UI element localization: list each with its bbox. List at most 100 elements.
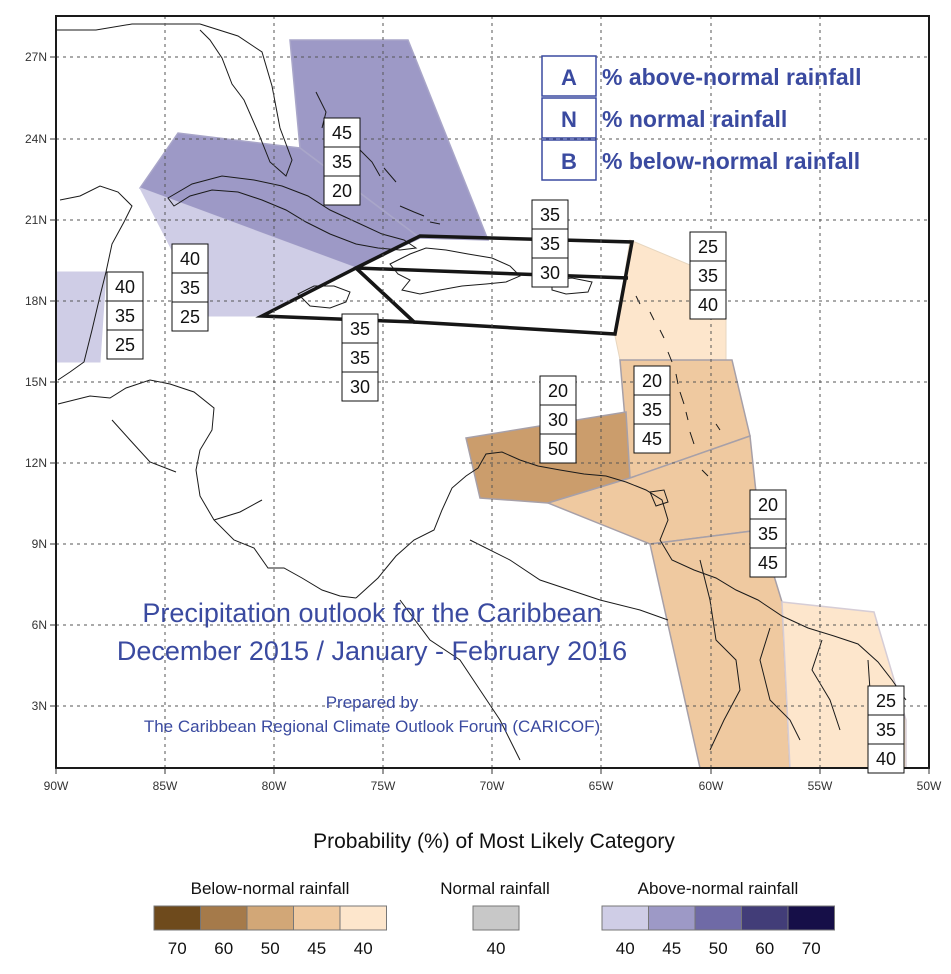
legend-key-item: A % above-normal rainfall (541, 55, 861, 97)
colorbar-swatch (293, 905, 341, 931)
probability-value: 25 (876, 691, 896, 711)
region-label-hispaniola-pr: 35 35 30 (531, 199, 569, 288)
lat-tick-label: 12N (25, 456, 47, 470)
puerto-rico-coast (551, 277, 593, 295)
legend-key-box (541, 97, 597, 139)
colorbar-title: Probability (%) of Most Likely Category (313, 830, 675, 853)
colorbar-swatch (472, 905, 520, 931)
central-america-coast (57, 379, 357, 599)
probability-box (539, 433, 577, 464)
probability-value: 25 (115, 335, 135, 355)
probability-value: 35 (350, 348, 370, 368)
hispaniola-coast (389, 247, 521, 295)
grid: 27N 24N 21N 18N 15N 12N 9N 6N 3N 90W 85W 80W 75W 70W… (25, 15, 942, 793)
probability-box (323, 146, 361, 177)
probability-value: 20 (758, 495, 778, 515)
probability-value: 35 (115, 306, 135, 326)
category-legend-key: A % above-normal rainfall N % normal rainfa… (541, 55, 861, 181)
colorbar: 70 60 50 45 40 40 40 45 50 60 70 (153, 905, 835, 958)
probability-value: 45 (332, 123, 352, 143)
colorbar-tick-label: 40 (354, 939, 373, 958)
legend-key-item: N % normal rainfall (541, 97, 787, 139)
probability-box (323, 175, 361, 206)
colorbar-tick-label: 70 (802, 939, 821, 958)
probability-value: 45 (758, 553, 778, 573)
region-label-belize: 40 35 25 (106, 271, 144, 360)
probability-value: 35 (758, 524, 778, 544)
region-label-windward-islands: 20 35 45 (633, 365, 671, 454)
lat-tick-label: 9N (32, 537, 47, 551)
hispaniola-pr-divider (355, 266, 629, 280)
colorbar-normal-label: Normal rainfall (440, 879, 550, 898)
legend-key-text: % normal rainfall (602, 106, 787, 132)
lat-tick-label: 27N (25, 50, 47, 64)
probability-box (539, 375, 577, 406)
colorbar-tick-label: 45 (662, 939, 681, 958)
colorbar-tick-label: 45 (307, 939, 326, 958)
legend-key-letter: N (561, 107, 577, 132)
probability-value: 40 (115, 277, 135, 297)
title-line2: December 2015 / January - February 2016 (117, 636, 627, 666)
probability-box (106, 329, 144, 360)
colorbar-swatch (694, 905, 742, 931)
lon-tick-label: 70W (480, 779, 505, 793)
probability-value: 35 (876, 720, 896, 740)
probability-box (689, 231, 727, 262)
probability-box (749, 489, 787, 520)
probability-box (171, 272, 209, 303)
probability-box (689, 289, 727, 320)
region-label-cuba-west: 40 35 25 (171, 243, 209, 332)
colorbar-swatch (246, 905, 294, 931)
legend-key-text: % below-normal rainfall (602, 148, 860, 174)
lat-tick-label: 3N (32, 699, 47, 713)
lon-tick-label: 80W (262, 779, 287, 793)
cuba-coast (167, 175, 418, 251)
probability-box (749, 547, 787, 578)
map-title: Precipitation outlook for the Caribbean … (117, 598, 627, 736)
legend-key-box (541, 139, 597, 181)
colorbar-swatch (339, 905, 387, 931)
lon-tick-label: 90W (44, 779, 69, 793)
region-probability-labels: 45 35 20 40 35 25 40 35 25 35 35 30 35 35 30 25 35 40 20 35… (106, 117, 905, 774)
probability-value: 35 (642, 400, 662, 420)
probability-box (867, 685, 905, 716)
region-belize (55, 271, 107, 363)
lon-tick-label: 85W (153, 779, 178, 793)
probability-box (633, 423, 671, 454)
probability-value: 30 (540, 263, 560, 283)
bold-outlines (255, 234, 635, 336)
region-label-trinidad-guyana: 20 35 45 (749, 489, 787, 578)
lat-tick-label: 21N (25, 213, 47, 227)
legend-key-text: % above-normal rainfall (602, 64, 861, 90)
colorbar-tick-label: 50 (709, 939, 728, 958)
lat-tick-label: 6N (32, 618, 47, 632)
colorbar-swatch (741, 905, 789, 931)
region-bahamas (289, 39, 490, 241)
probability-value: 25 (698, 237, 718, 257)
probability-value: 35 (180, 278, 200, 298)
probability-box (633, 365, 671, 396)
region-label-leeward-islands: 25 35 40 (689, 231, 727, 320)
lat-tick-label: 15N (25, 375, 47, 389)
colorbar-above-label: Above-normal rainfall (638, 879, 799, 898)
region-hispaniola-pr (352, 234, 635, 336)
colorbar-normal: 40 (472, 905, 520, 958)
probability-box (341, 313, 379, 344)
probability-value: 35 (540, 205, 560, 225)
legend-key-letter: B (561, 149, 577, 174)
lon-tick-label: 55W (808, 779, 833, 793)
probability-value: 40 (180, 249, 200, 269)
probability-value: 50 (548, 439, 568, 459)
prepared-by: Prepared by (326, 693, 419, 712)
title-line1: Precipitation outlook for the Caribbean (142, 598, 601, 628)
probability-value: 20 (548, 381, 568, 401)
region-label-french-guiana: 25 35 40 (867, 685, 905, 774)
colorbar-below-label: Below-normal rainfall (191, 879, 350, 898)
probability-box (171, 301, 209, 332)
probability-value: 35 (698, 266, 718, 286)
legend-key-letter: A (561, 65, 577, 90)
lon-tick-label: 75W (371, 779, 396, 793)
latitude-labels: 27N 24N 21N 18N 15N 12N 9N 6N 3N (25, 50, 56, 713)
region-label-abc-islands: 20 30 50 (539, 375, 577, 464)
